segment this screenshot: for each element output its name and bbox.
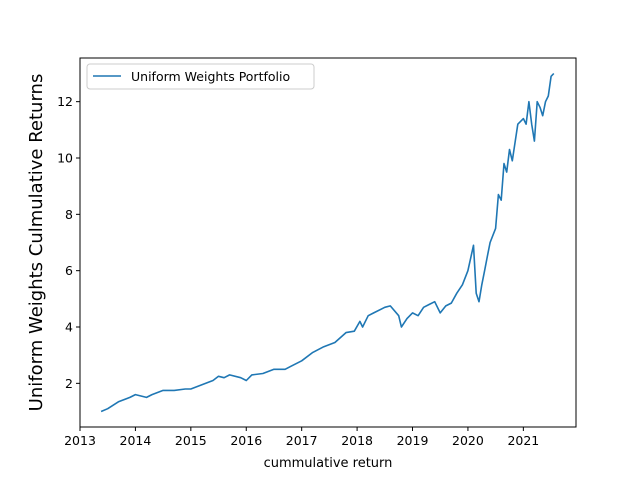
x-tick-label: 2019	[397, 433, 429, 448]
x-axis: 2013 2014 2015 2016 2017 2018 2019 2020 2021	[64, 427, 539, 448]
x-tick-label: 2018	[341, 433, 373, 448]
y-tick-label: 4	[65, 320, 73, 335]
x-tick-label: 2013	[64, 433, 96, 448]
x-tick-label: 2021	[507, 433, 539, 448]
axes-frame	[79, 57, 577, 428]
series-line	[100, 72, 555, 413]
y-tick-label: 8	[65, 207, 73, 222]
y-tick-label: 2	[65, 376, 73, 391]
x-axis-label: cummulative return	[264, 456, 393, 471]
x-tick-label: 2017	[286, 433, 318, 448]
y-tick-label: 10	[57, 150, 73, 165]
legend: Uniform Weights Portfolio	[86, 63, 315, 90]
y-axis: 2 4 6 8 10 12	[57, 94, 80, 391]
legend-box	[86, 63, 315, 90]
x-tick-label: 2015	[175, 433, 207, 448]
x-tick-label: 2020	[452, 433, 484, 448]
y-tick-label: 12	[57, 94, 73, 109]
y-tick-label: 6	[65, 263, 73, 278]
x-tick-label: 2016	[230, 433, 262, 448]
y-axis-label: Uniform Weights Culmulative Returns	[26, 74, 47, 412]
plot-area	[100, 72, 555, 413]
legend-label: Uniform Weights Portfolio	[131, 69, 290, 84]
x-tick-label: 2014	[120, 433, 152, 448]
